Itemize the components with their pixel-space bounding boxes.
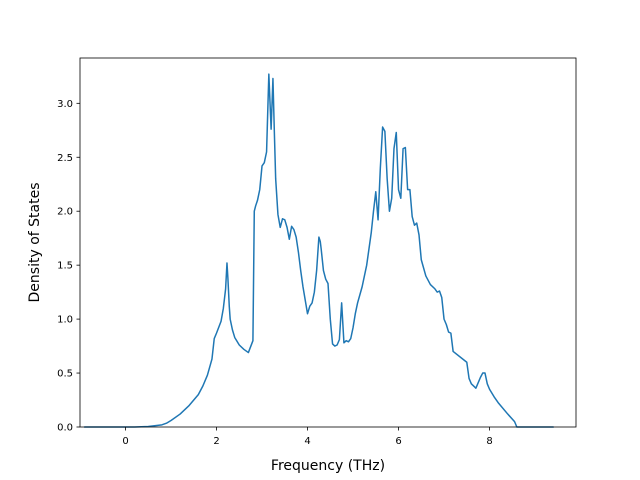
x-axis-label: Frequency (THz) [271,458,385,474]
y-tick-label: 2.5 [57,153,73,164]
y-tick-label: 0.5 [57,369,73,380]
y-tick-label: 3.0 [57,99,73,110]
x-tick-label: 2 [213,436,219,447]
y-tick-label: 1.0 [57,315,73,326]
series-line-0 [83,73,554,428]
y-tick-label: 0.0 [57,423,73,434]
y-tick-label: 2.0 [57,207,73,218]
y-axis-ticks: 0.0 0.5 1.0 1.5 2.0 2.5 3.0 [57,99,80,434]
x-tick-label: 6 [395,436,401,447]
x-axis-ticks: 0 2 4 6 8 [122,427,493,447]
y-tick-label: 1.5 [57,261,73,272]
x-tick-label: 0 [122,436,128,447]
plot-frame [79,57,577,428]
y-axis-label: Density of States [27,183,43,303]
line-layer [83,73,554,428]
x-tick-label: 8 [486,436,492,447]
x-tick-label: 4 [304,436,310,447]
